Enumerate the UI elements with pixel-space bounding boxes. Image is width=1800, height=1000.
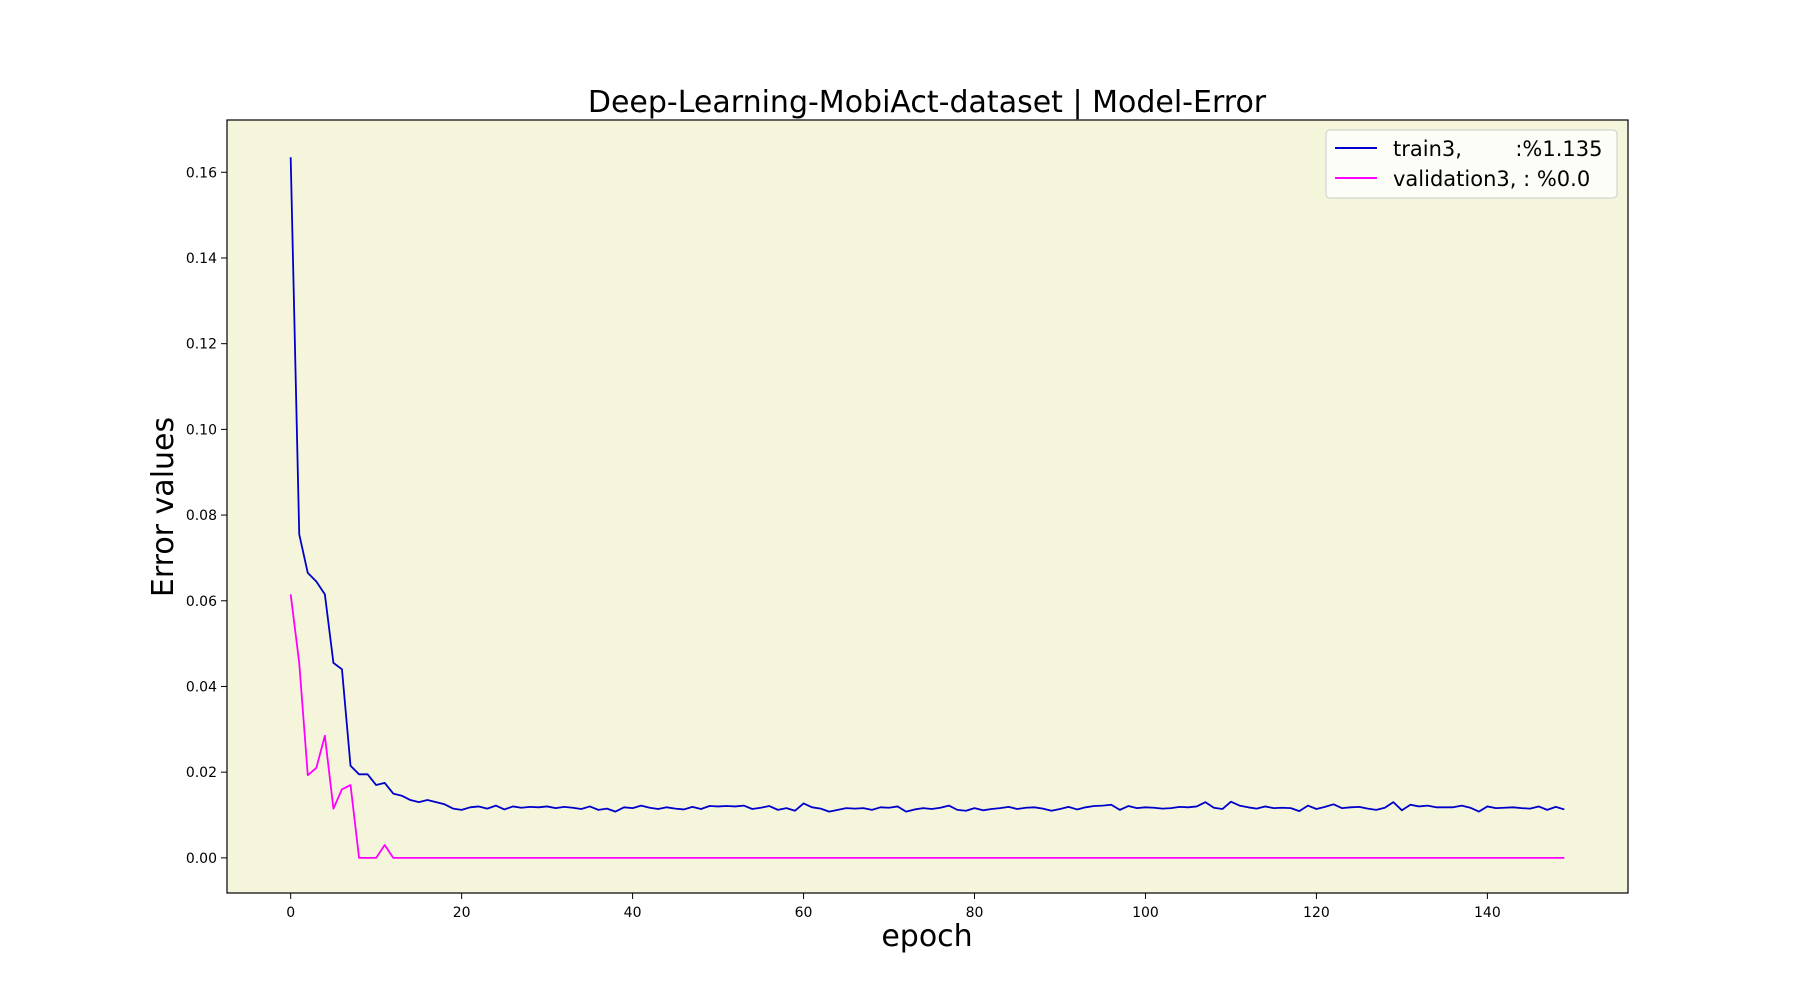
y-tick-label: 0.16 <box>186 165 217 181</box>
y-axis-label: Error values <box>146 417 181 597</box>
x-tick-label: 40 <box>624 905 642 921</box>
x-tick-label: 0 <box>286 905 295 921</box>
y-tick-label: 0.00 <box>186 851 217 867</box>
legend-label-validation: validation3, : %0.0 <box>1393 167 1590 191</box>
x-tick-label: 80 <box>966 905 984 921</box>
y-tick-label: 0.10 <box>186 422 217 438</box>
y-tick-label: 0.04 <box>186 679 217 695</box>
y-tick-label: 0.06 <box>186 594 217 610</box>
legend: train3, :%1.135 validation3, : %0.0 <box>1325 129 1618 199</box>
x-tick-label: 20 <box>453 905 471 921</box>
y-tick-label: 0.02 <box>186 765 217 781</box>
x-tick-label: 140 <box>1474 905 1501 921</box>
plot-area <box>227 120 1628 893</box>
x-axis-label: epoch <box>881 919 972 954</box>
y-tick-label: 0.08 <box>186 508 217 524</box>
chart-title: Deep-Learning-MobiAct-dataset | Model-Er… <box>588 85 1267 120</box>
y-tick-label: 0.14 <box>186 251 217 267</box>
legend-label-train: train3, :%1.135 <box>1393 137 1602 161</box>
x-tick-label: 120 <box>1303 905 1330 921</box>
legend-box <box>1325 129 1618 199</box>
plot-frame <box>226 119 1629 894</box>
y-tick-label: 0.12 <box>186 337 217 353</box>
series-line-1 <box>289 594 1565 859</box>
series-line-0 <box>289 157 1565 813</box>
x-tick-label: 60 <box>795 905 813 921</box>
x-tick-label: 100 <box>1132 905 1159 921</box>
series-layer <box>289 157 1565 859</box>
y-axis: 0.00 0.02 0.04 0.06 0.08 0.10 0.12 0.14 0.16 <box>186 165 227 867</box>
x-axis: 0 20 40 60 80 100 120 140 <box>286 893 1501 921</box>
